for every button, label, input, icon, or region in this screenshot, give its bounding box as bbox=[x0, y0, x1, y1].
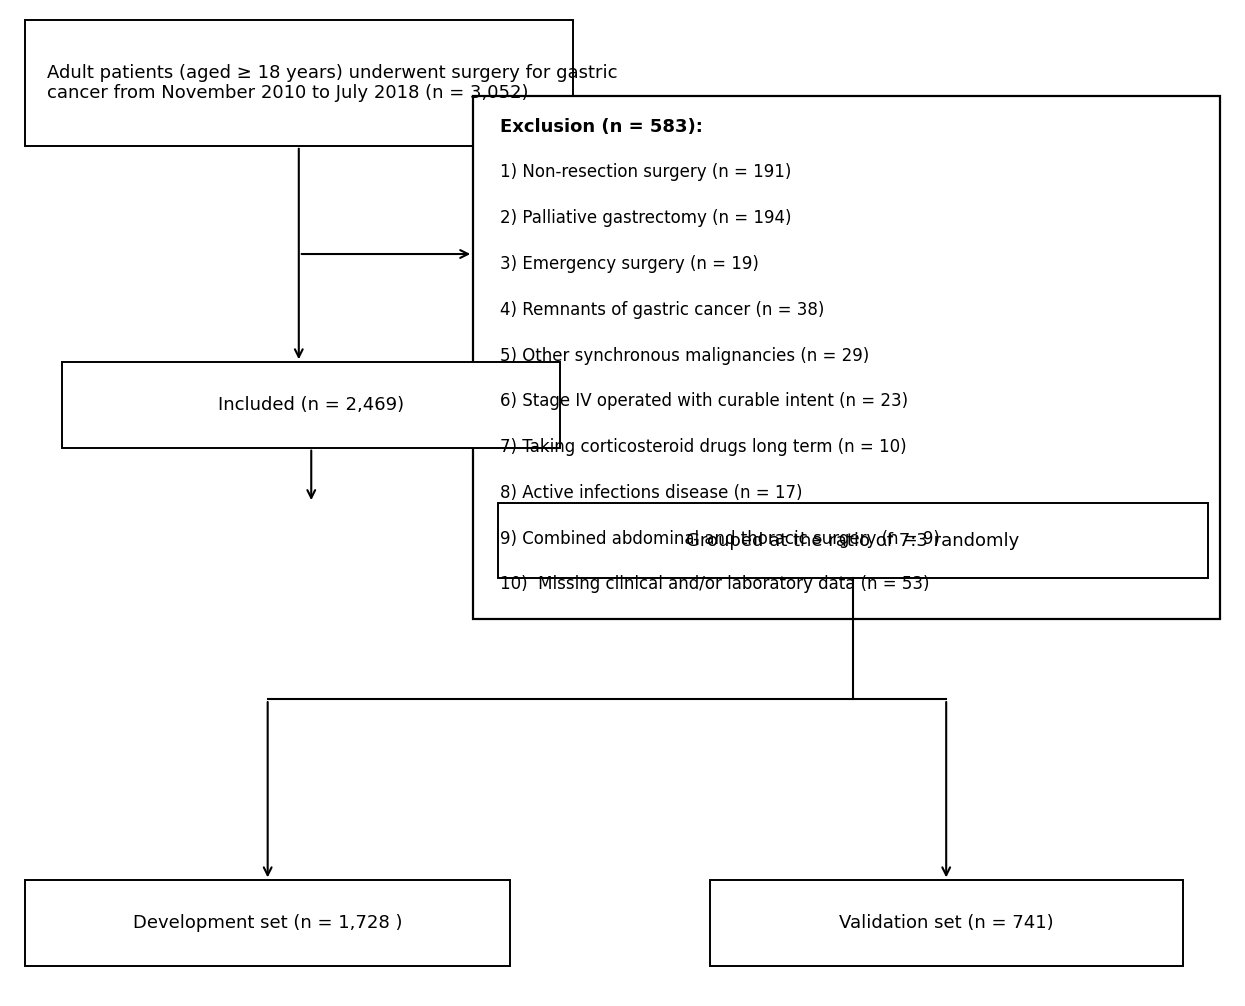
Text: 7) Taking corticosteroid drugs long term (n = 10): 7) Taking corticosteroid drugs long term… bbox=[500, 439, 908, 456]
FancyBboxPatch shape bbox=[25, 880, 510, 966]
Text: 3) Emergency surgery (n = 19): 3) Emergency surgery (n = 19) bbox=[500, 256, 759, 273]
Text: 10)  Missing clinical and/or laboratory data (n = 53): 10) Missing clinical and/or laboratory d… bbox=[500, 575, 930, 594]
Text: Validation set (n = 741): Validation set (n = 741) bbox=[839, 914, 1053, 932]
Text: 9) Combined abdominal and thoracic surgery (n = 9): 9) Combined abdominal and thoracic surge… bbox=[500, 529, 940, 547]
FancyBboxPatch shape bbox=[62, 362, 560, 448]
Text: 2) Palliative gastrectomy (n = 194): 2) Palliative gastrectomy (n = 194) bbox=[500, 209, 792, 227]
FancyBboxPatch shape bbox=[25, 20, 573, 146]
FancyBboxPatch shape bbox=[710, 880, 1183, 966]
Text: 4) Remnants of gastric cancer (n = 38): 4) Remnants of gastric cancer (n = 38) bbox=[500, 301, 825, 319]
Text: 6) Stage IV operated with curable intent (n = 23): 6) Stage IV operated with curable intent… bbox=[500, 392, 909, 410]
Text: Development set (n = 1,728 ): Development set (n = 1,728 ) bbox=[133, 914, 402, 932]
Text: 1) Non-resection surgery (n = 191): 1) Non-resection surgery (n = 191) bbox=[500, 164, 792, 181]
Text: Exclusion (n = 583):: Exclusion (n = 583): bbox=[500, 118, 703, 136]
Text: Grouped at the ratio of 7:3 randomly: Grouped at the ratio of 7:3 randomly bbox=[686, 532, 1020, 549]
FancyBboxPatch shape bbox=[498, 503, 1208, 578]
FancyBboxPatch shape bbox=[473, 96, 1220, 619]
Text: 8) Active infections disease (n = 17): 8) Active infections disease (n = 17) bbox=[500, 484, 803, 502]
Text: Adult patients (aged ≥ 18 years) underwent surgery for gastric
cancer from Novem: Adult patients (aged ≥ 18 years) underwe… bbox=[47, 63, 618, 103]
Text: Included (n = 2,469): Included (n = 2,469) bbox=[218, 396, 405, 413]
Text: 5) Other synchronous malignancies (n = 29): 5) Other synchronous malignancies (n = 2… bbox=[500, 346, 870, 364]
